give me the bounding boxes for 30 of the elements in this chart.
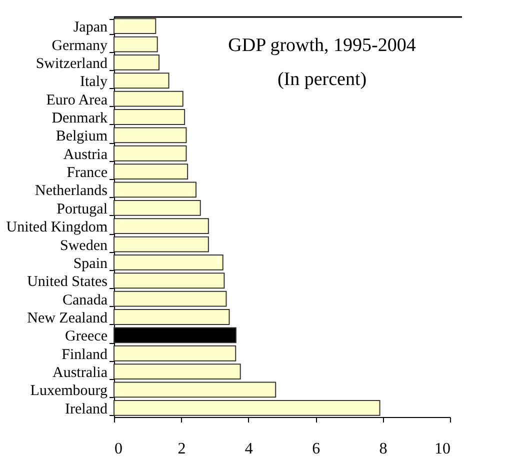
y-tick-label: Japan xyxy=(73,20,108,36)
y-tick-label: Netherlands xyxy=(35,183,108,200)
y-tick-label: Spain xyxy=(73,256,108,272)
x-tick-label: 2 xyxy=(178,440,186,457)
x-tick-label: 10 xyxy=(434,440,450,457)
y-tick-label: Canada xyxy=(62,292,108,308)
y-tick-label: Australia xyxy=(52,365,108,382)
y-tick-label: Euro Area xyxy=(46,92,108,108)
text: (In percent) xyxy=(277,69,367,90)
y-tick-label: Germany xyxy=(52,38,108,54)
y-tick-label: France xyxy=(66,165,108,182)
x-tick-label: 0 xyxy=(114,440,122,457)
text: GDP growth, 1995-2004 xyxy=(228,35,416,56)
y-tick-label: Ireland xyxy=(65,401,108,418)
y-tick-label: Denmark xyxy=(52,110,108,126)
y-tick-label: Luxembourg xyxy=(30,383,108,400)
y-tick-label: Switzerland xyxy=(36,56,108,72)
y-tick-label: New Zealand xyxy=(27,310,108,326)
x-tick-label: 8 xyxy=(379,440,388,457)
y-tick-label: Belgium xyxy=(56,128,108,145)
y-tick-label: Sweden xyxy=(60,238,108,254)
y-tick-label: United Kingdom xyxy=(6,220,108,236)
y-tick-label: Portugal xyxy=(56,201,108,218)
y-tick-label: United States xyxy=(27,274,108,290)
y-tick-label: Austria xyxy=(63,146,108,163)
y-tick-label: Italy xyxy=(80,74,108,90)
y-tick-label: Finland xyxy=(62,346,108,363)
y-tick-label: Greece xyxy=(65,328,108,345)
x-tick-label: 4 xyxy=(244,440,253,457)
x-tick-label: 6 xyxy=(312,440,320,457)
